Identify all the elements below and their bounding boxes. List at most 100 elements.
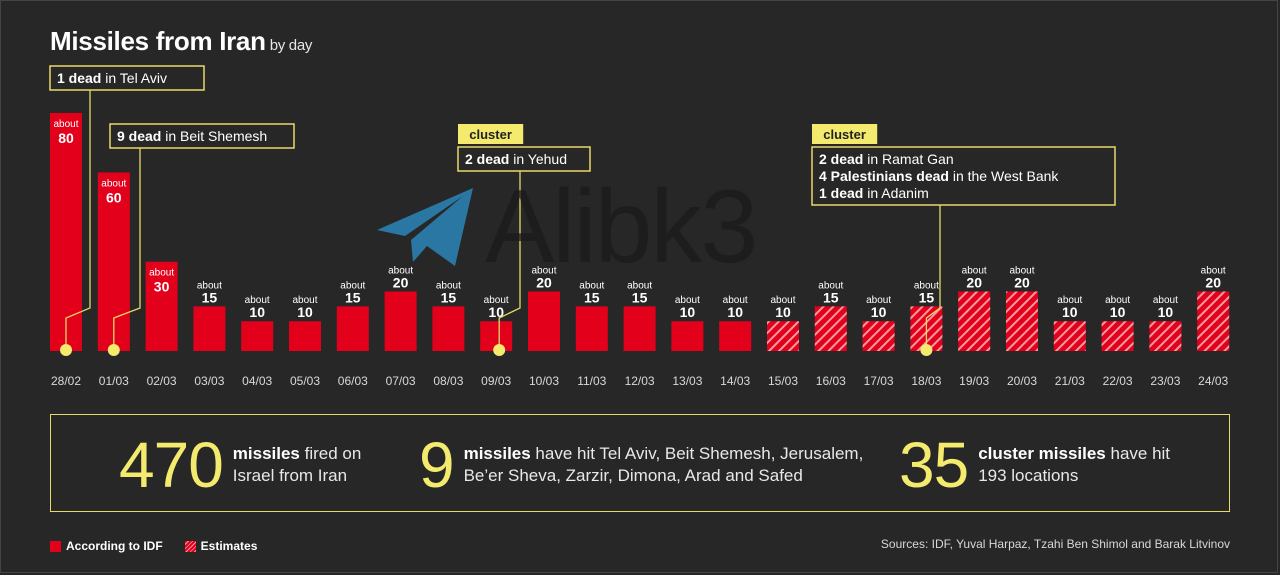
cluster-tag [458, 124, 524, 144]
annotation-connector [498, 171, 521, 350]
stat-text: have hit Tel Aviv, Beit Shemesh, Jerusal… [530, 444, 864, 463]
annotation-connector [65, 90, 91, 350]
telegram-icon [377, 188, 473, 266]
annotation-dot [60, 344, 72, 356]
annotation-bold: 1 dead [819, 185, 863, 201]
bar-prefix-label: about [197, 280, 222, 291]
bar-value-label: 80 [58, 130, 74, 146]
bar-value-label: 60 [106, 189, 122, 205]
x-tick-label: 05/03 [290, 374, 320, 388]
bar [814, 306, 847, 351]
bar-prefix-label: about [388, 265, 413, 276]
x-tick-label: 21/03 [1055, 374, 1085, 388]
bar-prefix-label: about [53, 119, 78, 130]
bar-value-label: 15 [632, 289, 648, 305]
legend-label-estimates: Estimates [200, 539, 258, 553]
x-tick-label: 23/03 [1150, 374, 1180, 388]
x-tick-label: 08/03 [433, 374, 463, 388]
annotation-normal: in Yehud [509, 151, 567, 167]
bar-prefix-label: about [914, 280, 939, 291]
x-tick-label: 17/03 [864, 374, 894, 388]
bar-prefix-label: about [1105, 295, 1130, 306]
legend: According to IDF Estimates [50, 539, 257, 553]
annotations-layer: 1 dead in Tel Aviv 9 dead in Beit Shemesh… [49, 65, 1116, 356]
watermark-text: Alibk3 [485, 169, 758, 285]
stat-bold: missiles [232, 444, 300, 463]
annotation-normal: in Tel Aviv [101, 70, 167, 86]
stat-number: 470 [119, 429, 224, 501]
bar-prefix-label: about [627, 280, 652, 291]
bar-prefix-label: about [1201, 265, 1226, 276]
stat-line2: Israel from Iran [232, 466, 348, 485]
chart-title: Missiles from Iran by day [50, 26, 312, 57]
x-tick-label: 01/03 [99, 374, 129, 388]
annotation-box [49, 65, 205, 91]
x-tick-label: 02/03 [147, 374, 177, 388]
x-tick-label: 14/03 [720, 374, 750, 388]
x-tick-label: 07/03 [386, 374, 416, 388]
annotation-text: 9 dead in Beit Shemesh [117, 128, 267, 144]
bar-value-label: 10 [871, 304, 887, 320]
x-tick-label: 20/03 [1007, 374, 1037, 388]
bar-prefix-label: about [292, 295, 317, 306]
cluster-tag-label: cluster [823, 127, 866, 142]
bars-layer: about8028/02about6001/03about3002/03abou… [50, 112, 1230, 388]
annotation: 9 dead in Beit Shemesh [107, 123, 295, 356]
bar-prefix-label: about [531, 265, 556, 276]
annotation-normal: in Beit Shemesh [161, 128, 267, 144]
x-tick-label: 18/03 [911, 374, 941, 388]
bar [1006, 291, 1038, 351]
x-tick-label: 13/03 [672, 374, 702, 388]
bar-value-label: 15 [823, 289, 839, 305]
x-tick-label: 12/03 [625, 374, 655, 388]
annotation-bold: 2 dead [465, 151, 509, 167]
bar-value-label: 30 [154, 279, 170, 295]
annotation-text: 4 Palestinians dead in the West Bank [819, 168, 1059, 184]
bar [432, 306, 465, 351]
bar [575, 306, 608, 351]
legend-swatch-solid [50, 540, 61, 552]
stat-bold: cluster missiles [978, 444, 1106, 463]
annotation-text: 1 dead in Adanim [819, 185, 929, 201]
x-tick-label: 06/03 [338, 374, 368, 388]
annotation: 1 dead in Tel Aviv [49, 65, 205, 356]
bar [289, 321, 321, 351]
stat-line2: 193 locations [978, 466, 1079, 485]
cluster-tag [812, 124, 878, 144]
watermark: Alibk3 [375, 169, 845, 292]
legend-swatch-hatched [184, 540, 196, 552]
bar-value-label: 10 [249, 304, 265, 320]
stat-total-missiles: 470 missiles fired on Israel from Iran [119, 433, 361, 497]
stat-cluster: 35 cluster missiles have hit 193 locatio… [899, 433, 1170, 497]
bar [1101, 321, 1134, 351]
bar-value-label: 20 [1205, 274, 1221, 290]
bar [767, 321, 799, 351]
bar-value-label: 15 [919, 289, 935, 305]
bar [862, 321, 895, 351]
x-tick-label: 22/03 [1103, 374, 1133, 388]
bar-prefix-label: about [245, 295, 270, 306]
annotation-bold: 1 dead [57, 70, 101, 86]
annotation-text: 1 dead in Tel Aviv [57, 70, 167, 86]
stat-line2: Be’er Sheva, Zarzir, Dimona, Arad and Sa… [463, 466, 803, 485]
bar [50, 112, 82, 351]
bar-prefix-label: about [1009, 265, 1034, 276]
bar-value-label: 10 [1110, 304, 1126, 320]
bar [623, 306, 656, 351]
annotation-box [811, 146, 1116, 206]
bar-value-label: 10 [775, 304, 791, 320]
bar-prefix-label: about [962, 265, 987, 276]
x-tick-label: 09/03 [481, 374, 511, 388]
bar-prefix-label: about [1057, 295, 1082, 306]
bar-value-label: 20 [966, 274, 982, 290]
bar [145, 261, 178, 351]
bar-prefix-label: about [340, 280, 365, 291]
bar-value-label: 10 [297, 304, 313, 320]
bar-value-label: 10 [488, 304, 504, 320]
x-tick-label: 10/03 [529, 374, 559, 388]
annotation-text: 2 dead in Yehud [465, 151, 567, 167]
stat-hits: 9 missiles have hit Tel Aviv, Beit Sheme… [419, 433, 863, 497]
bar-prefix-label: about [1153, 295, 1178, 306]
bar-value-label: 10 [1062, 304, 1078, 320]
bar [336, 306, 369, 351]
